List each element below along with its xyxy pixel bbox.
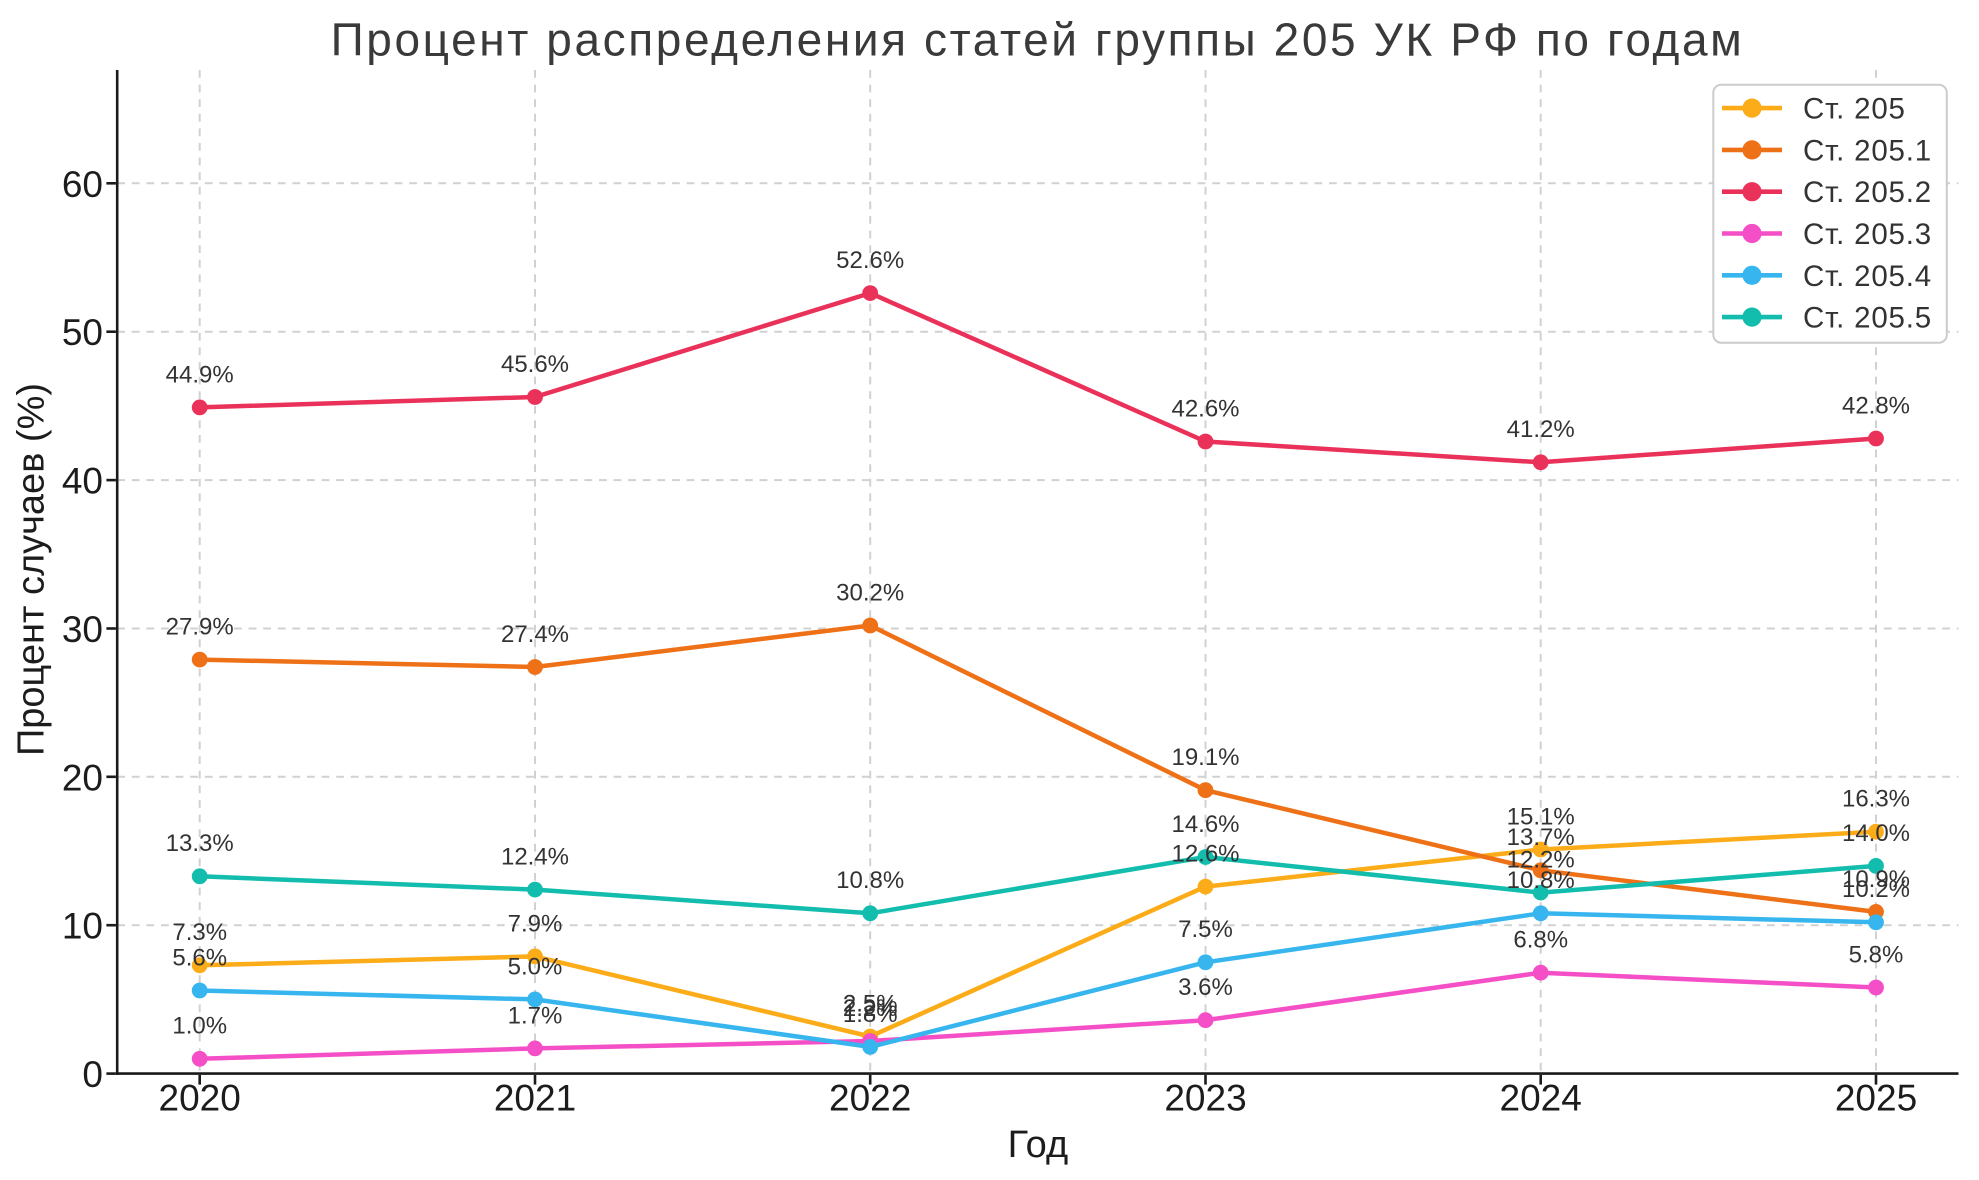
svg-text:1.0%: 1.0% [172,1013,227,1040]
svg-text:10.9%: 10.9% [1842,866,1910,893]
svg-text:2023: 2023 [1164,1078,1246,1119]
svg-text:5.0%: 5.0% [508,953,563,980]
svg-text:40: 40 [62,461,103,502]
svg-text:13.7%: 13.7% [1507,824,1575,851]
svg-text:45.6%: 45.6% [501,351,569,378]
svg-text:1.8%: 1.8% [843,1001,898,1028]
svg-text:27.4%: 27.4% [501,621,569,648]
svg-text:2025: 2025 [1835,1078,1917,1119]
svg-text:2022: 2022 [829,1078,911,1119]
svg-text:2.5%: 2.5% [843,990,898,1017]
svg-text:12.4%: 12.4% [501,844,569,871]
svg-text:2020: 2020 [159,1078,241,1119]
svg-text:12.2%: 12.2% [1507,847,1575,874]
svg-text:Ст. 205.4: Ст. 205.4 [1803,260,1932,293]
svg-text:Ст. 205: Ст. 205 [1803,93,1906,126]
svg-text:1.7%: 1.7% [508,1002,563,1029]
svg-text:10.8%: 10.8% [836,867,904,894]
svg-text:13.3%: 13.3% [166,830,234,857]
svg-text:50: 50 [62,312,103,353]
svg-text:Процент распределения статей г: Процент распределения статей группы 205 … [331,14,1745,66]
svg-text:2.2%: 2.2% [843,995,898,1022]
svg-text:42.6%: 42.6% [1171,395,1239,422]
svg-text:2024: 2024 [1500,1078,1582,1119]
svg-text:Ст. 205.5: Ст. 205.5 [1803,302,1932,335]
svg-text:16.3%: 16.3% [1842,786,1910,813]
svg-text:5.6%: 5.6% [172,944,227,971]
svg-text:Год: Год [1008,1124,1069,1166]
svg-text:7.3%: 7.3% [172,919,227,946]
svg-text:19.1%: 19.1% [1171,744,1239,771]
svg-text:20: 20 [62,757,103,798]
svg-text:3.6%: 3.6% [1178,974,1233,1001]
svg-text:60: 60 [62,164,103,205]
svg-text:14.0%: 14.0% [1842,820,1910,847]
svg-text:15.1%: 15.1% [1507,803,1575,830]
svg-text:52.6%: 52.6% [836,247,904,274]
svg-text:30: 30 [62,609,103,650]
svg-text:Ст. 205.1: Ст. 205.1 [1803,134,1932,167]
svg-text:0: 0 [82,1054,103,1095]
svg-text:44.9%: 44.9% [166,361,234,388]
svg-text:7.9%: 7.9% [508,910,563,937]
svg-text:14.6%: 14.6% [1171,811,1239,838]
svg-text:10.2%: 10.2% [1842,876,1910,903]
svg-text:30.2%: 30.2% [836,579,904,606]
svg-text:10.8%: 10.8% [1507,867,1575,894]
svg-text:10: 10 [62,906,103,947]
svg-text:Процент случаев (%): Процент случаев (%) [11,383,53,756]
svg-text:5.8%: 5.8% [1849,941,1904,968]
svg-text:27.9%: 27.9% [166,614,234,641]
svg-text:Ст. 205.3: Ст. 205.3 [1803,218,1932,251]
svg-text:7.5%: 7.5% [1178,916,1233,943]
svg-text:42.8%: 42.8% [1842,392,1910,419]
svg-text:12.6%: 12.6% [1171,841,1239,868]
svg-text:Ст. 205.2: Ст. 205.2 [1803,176,1932,209]
svg-text:41.2%: 41.2% [1507,416,1575,443]
svg-text:6.8%: 6.8% [1513,927,1568,954]
svg-text:2021: 2021 [494,1078,576,1119]
